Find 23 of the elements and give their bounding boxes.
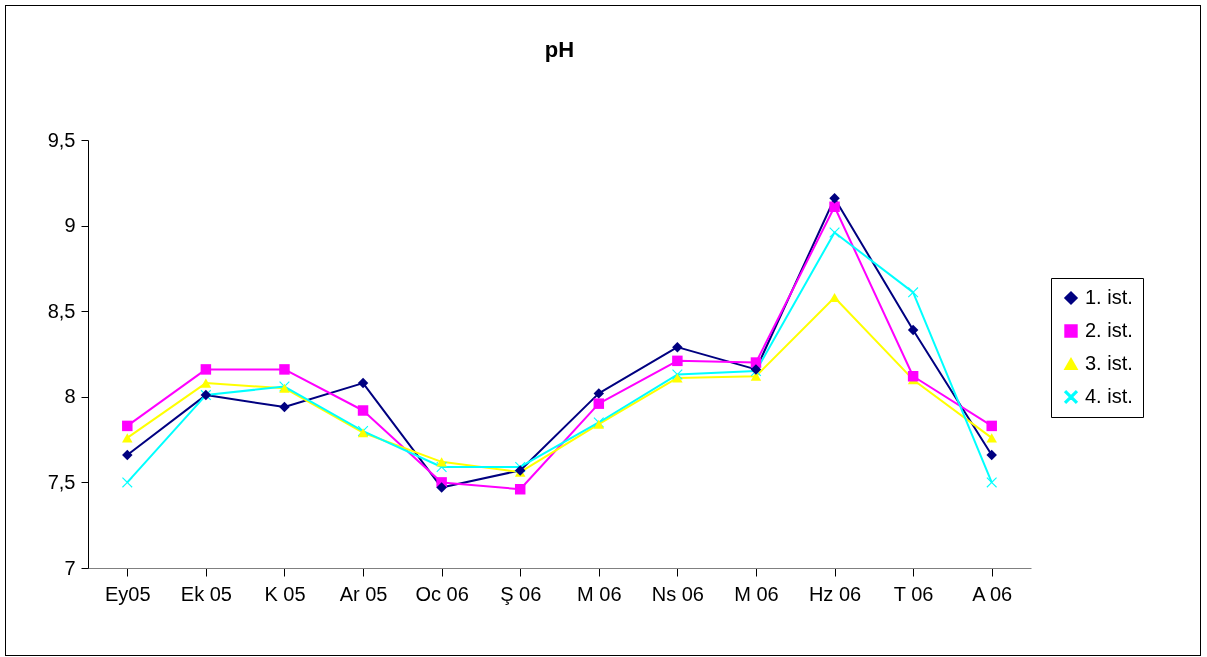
x-tick-label: M 06 [734, 582, 779, 605]
x-tick-label: Ns 06 [651, 582, 704, 605]
legend-label: 3. ist. [1085, 352, 1133, 374]
x-tick-label: Hz 06 [808, 582, 862, 605]
x-tick-label: M 06 [577, 582, 622, 605]
legend-label: 4. ist. [1085, 385, 1133, 407]
y-tick-label: 8 [64, 385, 76, 408]
y-tick-label: 7 [64, 556, 76, 579]
x-tick-label: Oc 06 [415, 582, 469, 605]
x-tick-label: Ek 05 [180, 582, 232, 605]
x-tick-label: A 06 [972, 582, 1013, 605]
y-tick-label: 9,5 [47, 128, 76, 151]
x-tick-label: Ar 05 [339, 582, 388, 605]
legend-label: 2. ist. [1085, 319, 1133, 341]
chart-title: pH [544, 37, 575, 62]
y-tick-label: 9 [64, 214, 76, 237]
x-tick-label: Ş 06 [500, 582, 542, 605]
x-tick-label: Ey05 [104, 582, 151, 605]
x-tick-label: K 05 [264, 582, 306, 605]
y-tick-label: 8,5 [47, 299, 76, 322]
x-tick-label: T 06 [893, 582, 934, 605]
legend-label: 1. ist. [1085, 286, 1133, 308]
y-tick-label: 7,5 [47, 470, 76, 493]
